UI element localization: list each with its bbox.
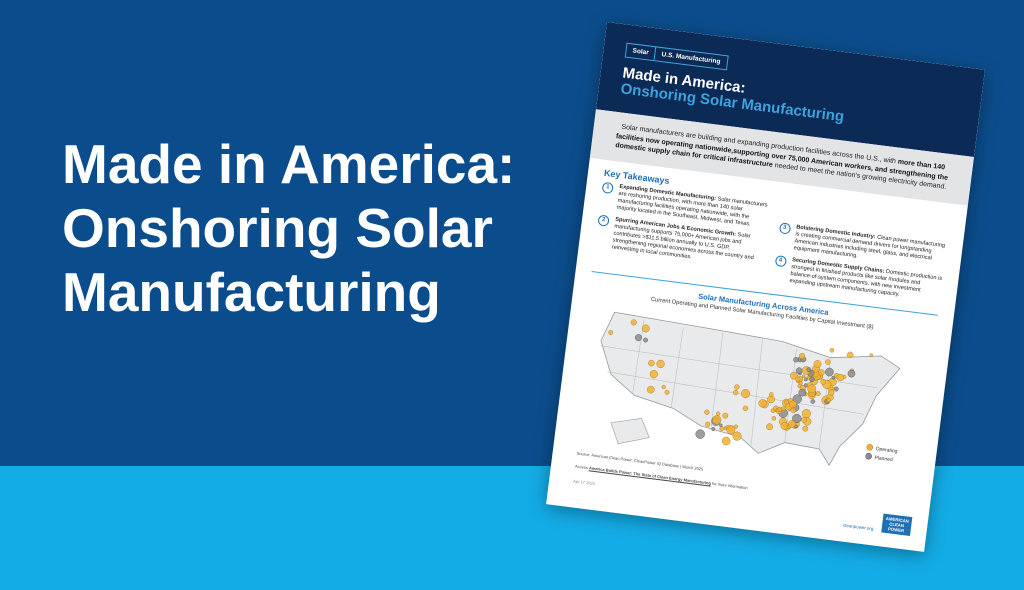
facility-dot: [809, 376, 815, 382]
facility-dot: [780, 406, 786, 411]
facility-dot: [826, 397, 831, 402]
facility-dot: [734, 383, 740, 390]
facility-dot: [643, 337, 649, 342]
title-line: Manufacturing: [62, 261, 441, 323]
facility-dot: [790, 407, 796, 413]
facility-dot: [825, 358, 831, 365]
facility-dot: [742, 405, 749, 411]
facility-dot: [758, 398, 767, 407]
facility-dot: [719, 425, 725, 431]
access-prefix: Access: [574, 463, 589, 470]
facility-dot: [807, 383, 817, 393]
facility-dot: [831, 375, 836, 380]
takeaway-number: 2: [597, 213, 610, 227]
facility-dot: [810, 398, 816, 404]
facility-dots: [608, 318, 874, 445]
facility-dot: [802, 425, 809, 432]
facility-dot: [656, 359, 665, 368]
takeaway-number: 4: [774, 254, 787, 267]
facility-dot: [806, 366, 812, 372]
takeaway-number: 3: [778, 221, 791, 235]
facility-dot: [829, 347, 835, 352]
document: Solar U.S. Manufacturing Made in America…: [546, 22, 985, 552]
facility-dot: [771, 415, 777, 421]
title-line: Onshoring Solar: [62, 197, 493, 259]
alaska: [610, 417, 650, 444]
facility-dot: [732, 431, 742, 441]
column: 1 Expanding Domestic Manufacturing: Solar…: [592, 181, 770, 285]
facility-dot: [820, 378, 827, 385]
legend-swatch: [866, 443, 874, 451]
tag: U.S. Manufacturing: [653, 47, 728, 70]
logo: AMERICAN CLEAN POWER: [881, 513, 913, 537]
facility-dot: [804, 377, 808, 381]
facility-dot: [790, 371, 798, 379]
facility-dot: [647, 385, 655, 393]
facility-dot: [705, 421, 711, 427]
facility-dot: [716, 411, 721, 416]
footer: cleanpower.org AMERICAN CLEAN POWER: [842, 509, 913, 537]
map: Operating Planned: [600, 311, 901, 466]
facility-dot: [704, 409, 710, 415]
facility-dot: [769, 391, 774, 397]
title-line: Made in America:: [62, 133, 516, 195]
facility-dot: [664, 389, 670, 395]
facility-dot: [770, 407, 776, 413]
facility-dot: [635, 333, 643, 341]
facility-dot: [741, 388, 751, 398]
banner-title: Made in America: Onshoring Solar Manufac…: [62, 132, 515, 324]
facility-dot: [793, 356, 799, 362]
facility-dot: [641, 324, 650, 332]
facility-dot: [711, 426, 716, 431]
legend-label: Operating: [875, 446, 898, 455]
facility-dot: [661, 384, 666, 389]
facility-dot: [721, 436, 731, 445]
facility-dot: [695, 428, 705, 439]
facility-dot: [802, 374, 806, 378]
facility-dot: [795, 376, 801, 382]
facility-dot: [630, 318, 637, 325]
facility-dot: [733, 389, 739, 395]
facility-dot: [766, 422, 774, 430]
facility-dot: [719, 423, 723, 427]
access-suffix: for more information: [711, 480, 748, 490]
facility-dot: [798, 380, 803, 385]
facility-dot: [847, 351, 854, 358]
column: 3 Bolstering Domestic Industry: Clean pow…: [772, 221, 947, 309]
facility-dot: [836, 373, 845, 381]
facility-dot: [869, 352, 874, 357]
facility-dot: [722, 412, 729, 419]
facility-dot: [788, 419, 796, 428]
facility-dot: [733, 424, 738, 429]
website[interactable]: cleanpower.org: [842, 522, 874, 532]
facility-dot: [648, 359, 655, 366]
facility-dot: [813, 359, 822, 368]
facility-dot: [726, 424, 736, 434]
facility-dot: [825, 367, 834, 376]
takeaway-number: 1: [601, 181, 614, 194]
facility-dot: [784, 399, 789, 404]
facility-dot: [828, 389, 835, 396]
facility-dot: [798, 388, 807, 396]
facility-dot: [712, 414, 722, 424]
us-outline: [600, 311, 901, 466]
facility-dot: [799, 352, 806, 359]
facility-dot: [801, 408, 811, 418]
legend-swatch: [865, 452, 872, 459]
facility-dot: [847, 369, 856, 377]
legend-label: Planned: [874, 454, 893, 462]
facility-dot: [818, 368, 825, 376]
facility-dot: [792, 413, 802, 423]
tag: Solar: [632, 47, 650, 57]
facility-dot: [608, 329, 614, 335]
facility-dot: [649, 369, 658, 378]
